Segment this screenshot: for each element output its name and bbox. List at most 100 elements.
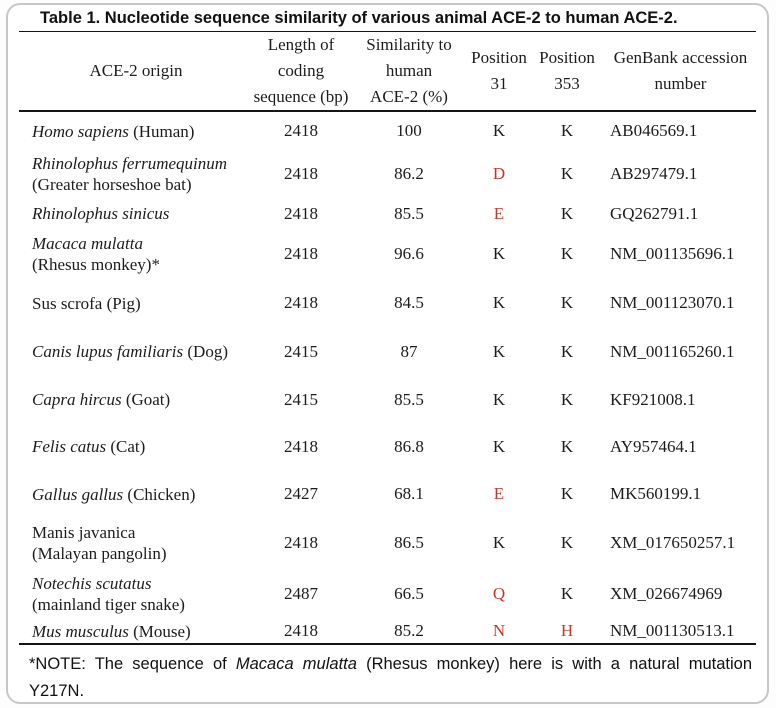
cell-similarity: 87 [400,341,418,361]
footnote-prefix: *NOTE: The sequence of [29,655,236,673]
row-mus-musculus: Mus musculus (Mouse) 2418 85.2 N H NM_00… [19,619,756,645]
cell-length: 2415 [284,341,318,361]
header-row: ACE-2 origin Length of coding sequence (… [19,32,756,112]
cell-position-353: K [560,164,574,183]
cell-species: Macaca mulatta (Rhesus monkey)* [19,229,253,279]
cell-species: Sus scrofa (Pig) [19,279,253,327]
cell-genbank: XM_017650257.1 [610,533,736,552]
cell-position-353: K [560,583,574,603]
cell-length: 2418 [284,121,318,140]
cell-similarity: 68.1 [394,484,424,503]
cell-similarity: 84.5 [394,293,424,312]
species-name: Rhinolophus sinicus [32,204,170,223]
species-name: Macaca mulatta [32,234,143,253]
cell-position-353: H [529,619,605,645]
cell-genbank: AY957464.1 [610,436,697,456]
species-name: Manis javanica [32,523,136,542]
cell-position-353: K [560,389,574,409]
cell-length: 2418 [284,203,318,223]
cell-similarity: 100 [396,121,422,140]
cell-species: Felis catus (Cat) [19,423,253,470]
cell-genbank: AB297479.1 [610,164,698,183]
cell-position-31: Q [492,583,506,603]
row-canis-lupus-familiaris: Canis lupus familiaris (Dog) 2415 87 K K… [19,327,756,376]
column-header-length: Length of coding sequence (bp) [253,32,349,112]
row-homo-sapiens: Homo sapiens (Human) 2418 100 K K AB0465… [19,111,756,150]
common-name: (Mouse) [128,621,191,641]
cell-position-31: E [493,203,505,223]
cell-similarity: 66.5 [394,583,424,603]
row-capra-hircus: Capra hircus (Goat) 2415 85.5 K K KF9210… [19,376,756,423]
common-name: (Dog) [183,342,228,361]
species-name: Mus musculus [32,621,129,641]
row-felis-catus: Felis catus (Cat) 2418 86.8 K K AY957464… [19,423,756,470]
common-name: (Goat) [121,390,171,409]
cell-genbank: NM_001165260.1 [610,341,735,361]
cell-position-31: K [492,436,506,456]
cell-species: Canis lupus familiaris (Dog) [19,327,253,376]
species-name: Notechis scutatus [32,573,152,593]
column-header-genbank: GenBank accession number [605,32,756,112]
cell-position-353: K [560,293,574,312]
column-header-position-31: Position 31 [469,32,529,112]
cell-position-353: K [560,436,574,456]
species-name: Felis catus [32,437,107,456]
cell-similarity: 96.6 [394,244,424,263]
cell-position-353: K [560,244,574,263]
row-macaca-mulatta: Macaca mulatta (Rhesus monkey)* 2418 96.6… [19,229,756,279]
cell-similarity: 86.5 [394,533,424,552]
species-name: Sus scrofa [32,293,103,313]
footnote-suffix: (Rhesus monkey) here is with a natural m… [356,655,752,673]
cell-position-31: E [493,484,505,503]
cell-length: 2418 [284,293,318,312]
cell-length: 2418 [284,436,318,456]
cell-position-31: K [492,293,506,312]
cell-genbank: NM_001130513.1 [605,619,756,645]
common-name: (mainland tiger snake) [32,594,185,614]
common-name: (Chicken) [123,484,196,504]
common-name: (Malayan pangolin) [32,544,167,563]
cell-species: Homo sapiens (Human) [19,111,253,150]
species-name: Capra hircus [32,390,122,409]
cell-genbank: GQ262791.1 [610,203,699,223]
cell-species: Rhinolophus sinicus [19,198,253,229]
cell-position-31: K [492,244,506,263]
footnote: *NOTE: The sequence of Macaca mulatta (R… [19,651,756,702]
cell-position-31: K [492,341,506,361]
row-rhinolophus-sinicus: Rhinolophus sinicus 2418 85.5 E K GQ2627… [19,198,756,229]
cell-position-31: K [492,389,506,409]
cell-position-353: K [560,203,574,223]
cell-species: Rhinolophus ferrumequinum (Greater horses… [19,150,253,198]
column-header-ace2-origin: ACE-2 origin [19,32,253,112]
species-name: Homo sapiens [32,121,129,141]
row-gallus-gallus: Gallus gallus (Chicken) 2427 68.1 E K MK… [19,470,756,518]
cell-species: Notechis scutatus (mainland tiger snake) [19,568,253,619]
footnote-species-italic: Macaca mulatta [235,655,357,673]
cell-position-31: D [492,164,506,183]
cell-position-31: N [469,619,529,645]
cell-position-353: K [560,484,574,503]
cell-length: 2427 [284,484,318,503]
cell-position-353: K [560,533,574,552]
cell-species: Mus musculus (Mouse) [19,619,253,645]
row-manis-javanica: Manis javanica (Malayan pangolin) 2418 86… [19,518,756,568]
species-name: Rhinolophus ferrumequinum [32,154,228,173]
cell-species: Manis javanica (Malayan pangolin) [19,518,253,568]
cell-genbank: NM_001135696.1 [610,244,735,263]
cell-similarity: 85.5 [394,389,424,409]
cell-position-31: K [492,533,506,552]
common-name: (Cat) [106,437,146,456]
footnote-line2: Y217N. [29,682,85,700]
table-header: ACE-2 origin Length of coding sequence (… [19,32,756,112]
cell-position-31: K [492,121,506,140]
cell-species: Capra hircus (Goat) [19,376,253,423]
row-notechis-scutatus: Notechis scutatus (mainland tiger snake) … [19,568,756,619]
ace2-similarity-table: ACE-2 origin Length of coding sequence (… [19,32,756,645]
cell-similarity: 86.2 [394,164,424,183]
cell-length: 2415 [284,389,318,409]
table-card: Table 1. Nucleotide sequence similarity … [6,3,769,704]
common-name: (Pig) [102,293,141,313]
cell-genbank: KF921008.1 [610,389,696,409]
cell-genbank: AB046569.1 [610,121,698,140]
cell-genbank: XM_026674969 [610,583,723,603]
